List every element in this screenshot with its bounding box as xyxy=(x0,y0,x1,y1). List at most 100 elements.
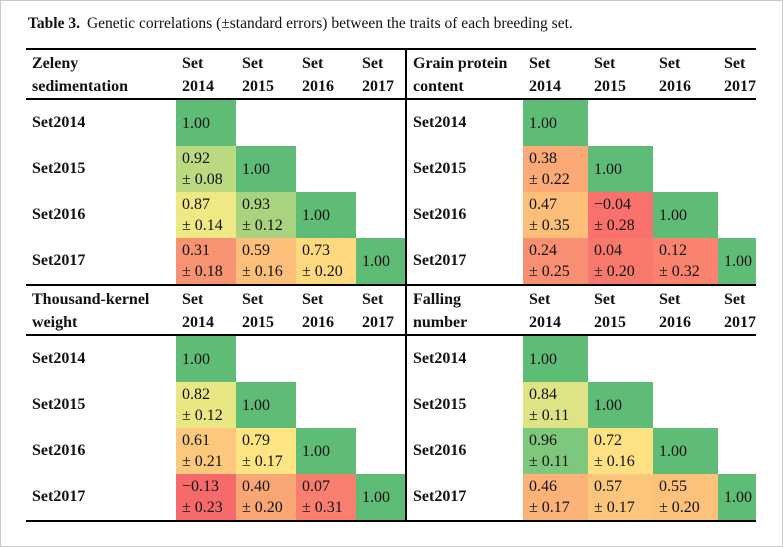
correlation-cell: 0.72 ± 0.16 xyxy=(588,428,653,474)
standard-error: ± 0.17 xyxy=(594,499,635,516)
standard-error: ± 0.11 xyxy=(529,453,570,470)
standard-error: ± 0.12 xyxy=(182,407,223,424)
empty-cell xyxy=(653,382,718,428)
correlation-value: 0.47 xyxy=(529,196,557,213)
column-header-set-2014: Set 2014 xyxy=(176,286,236,336)
correlation-value: 0.96 xyxy=(529,432,557,449)
column-header-line: 2017 xyxy=(362,314,394,331)
correlation-cell: 0.47 ± 0.35 xyxy=(523,192,588,238)
empty-cell xyxy=(718,428,756,474)
correlation-cell: 0.61 ± 0.21 xyxy=(176,428,236,474)
correlation-value: 0.79 xyxy=(242,432,270,449)
column-header-line: Set xyxy=(302,55,324,72)
empty-cell xyxy=(718,146,756,192)
table-right-half: Grain protein content Set 2014 Set 2015 Set 201… xyxy=(407,50,756,520)
column-header-line: 2016 xyxy=(302,314,334,331)
correlation-cell: 0.55 ± 0.20 xyxy=(653,474,718,520)
correlation-cell: 0.12 ± 0.32 xyxy=(653,238,718,284)
column-header-set-2016: Set 2016 xyxy=(653,286,718,336)
empty-cell xyxy=(356,382,405,428)
empty-cell xyxy=(296,336,356,382)
correlation-value: 1.00 xyxy=(302,206,330,224)
trait-header-grain-protein-content: Grain protein content xyxy=(407,50,523,100)
column-header-line: 2014 xyxy=(529,78,561,95)
empty-cell xyxy=(356,146,405,192)
correlation-value: 0.73 xyxy=(302,242,330,259)
correlation-cell: 0.31 ± 0.18 xyxy=(176,238,236,284)
correlation-cell: 1.00 xyxy=(176,336,236,382)
row-label-set2016: Set2016 xyxy=(413,442,467,459)
column-header-line: Set xyxy=(594,55,616,72)
empty-cell xyxy=(296,382,356,428)
standard-error: ± 0.32 xyxy=(659,263,700,280)
empty-cell xyxy=(356,428,405,474)
standard-error: ± 0.14 xyxy=(182,217,223,234)
trait-header-thousand-kernel-weight: Thousand-kernel weight xyxy=(26,286,176,336)
column-header-set-2017: Set 2017 xyxy=(718,286,756,336)
column-header-line: 2015 xyxy=(594,314,626,331)
empty-cell xyxy=(588,336,653,382)
quadrant-falling-number: Falling number Set 2014 Set 2015 Set 2016 Set 201… xyxy=(407,284,756,520)
trait-header-line: weight xyxy=(32,314,78,331)
column-header-line: 2015 xyxy=(242,78,274,95)
column-header-set-2017: Set 2017 xyxy=(356,50,405,100)
correlation-cell: 1.00 xyxy=(523,336,588,382)
correlation-cell: 1.00 xyxy=(236,382,296,428)
trait-header-line: number xyxy=(413,314,468,331)
column-header-set-2015: Set 2015 xyxy=(588,286,653,336)
column-header-line: Set xyxy=(362,55,384,72)
correlation-value: 0.04 xyxy=(594,242,622,259)
trait-header-line: sedimentation xyxy=(32,78,128,95)
table-caption-label: Table 3. xyxy=(28,15,80,32)
genetic-correlation-table: Zeleny sedimentation Set 2014 Set 2015 Set 2016… xyxy=(26,48,756,522)
correlation-cell: 1.00 xyxy=(356,474,405,520)
correlation-cell: 1.00 xyxy=(296,428,356,474)
column-header-set-2015: Set 2015 xyxy=(236,50,296,100)
row-label-set2017: Set2017 xyxy=(32,488,86,505)
standard-error: ± 0.17 xyxy=(529,499,570,516)
empty-cell xyxy=(653,146,718,192)
table-caption: Table 3. Genetic correlations (±standard … xyxy=(28,14,768,34)
correlation-value: 1.00 xyxy=(594,396,622,414)
standard-error: ± 0.08 xyxy=(182,171,223,188)
correlation-value: −0.13 xyxy=(182,478,220,495)
row-label-set2017: Set2017 xyxy=(413,252,467,269)
standard-error: ± 0.11 xyxy=(529,407,570,424)
empty-cell xyxy=(718,100,756,146)
column-header-line: 2016 xyxy=(659,78,691,95)
empty-cell xyxy=(718,192,756,238)
empty-cell xyxy=(653,100,718,146)
standard-error: ± 0.20 xyxy=(242,499,283,516)
trait-header-line: Thousand-kernel xyxy=(32,291,150,308)
correlation-value: 1.00 xyxy=(362,252,390,270)
column-header-line: 2014 xyxy=(182,78,214,95)
column-header-line: 2015 xyxy=(242,314,274,331)
correlation-value: 1.00 xyxy=(362,488,390,506)
table-left-half: Zeleny sedimentation Set 2014 Set 2015 Set 2016… xyxy=(26,50,407,520)
standard-error: ± 0.12 xyxy=(242,217,283,234)
quadrant-thousand-kernel-weight: Thousand-kernel weight Set 2014 Set 2015 Set 20… xyxy=(26,284,405,520)
column-header-line: 2017 xyxy=(724,314,756,331)
correlation-cell: 0.57 ± 0.17 xyxy=(588,474,653,520)
column-header-set-2016: Set 2016 xyxy=(296,286,356,336)
correlation-cell: 0.93 ± 0.12 xyxy=(236,192,296,238)
correlation-value: 0.72 xyxy=(594,432,622,449)
correlation-value: 0.57 xyxy=(594,478,622,495)
correlation-cell: 1.00 xyxy=(718,238,756,284)
correlation-value: 1.00 xyxy=(659,442,687,460)
correlation-cell: 1.00 xyxy=(523,100,588,146)
standard-error: ± 0.20 xyxy=(659,499,700,516)
correlation-cell: 1.00 xyxy=(588,146,653,192)
correlation-cell: 0.07 ± 0.31 xyxy=(296,474,356,520)
standard-error: ± 0.28 xyxy=(594,217,635,234)
correlation-value: 1.00 xyxy=(242,160,270,178)
correlation-cell: 0.04 ± 0.20 xyxy=(588,238,653,284)
column-header-line: Set xyxy=(659,55,681,72)
column-header-line: Set xyxy=(242,55,264,72)
correlation-cell: 1.00 xyxy=(653,192,718,238)
correlation-value: 0.55 xyxy=(659,478,687,495)
column-header-line: 2016 xyxy=(302,78,334,95)
correlation-value: −0.04 xyxy=(594,196,632,213)
column-header-line: Set xyxy=(659,291,681,308)
